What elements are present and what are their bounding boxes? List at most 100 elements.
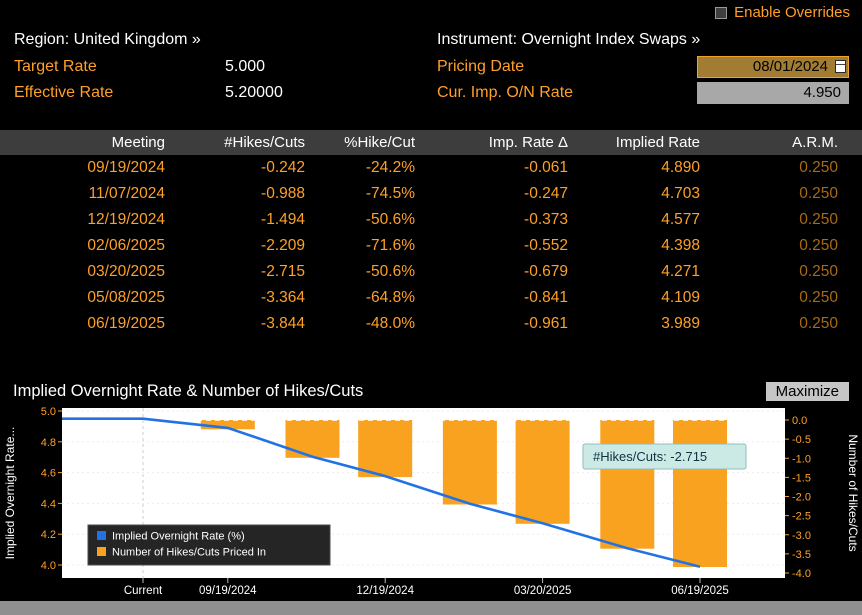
table-cell-pct-hike-cut: -74.5%	[365, 185, 415, 202]
table-row[interactable]: 02/06/2025 -2.209 -71.6% -0.552 4.398 0.250	[0, 233, 862, 259]
region-selector[interactable]: Region: United Kingdom »	[14, 31, 201, 49]
meetings-table: Meeting #Hikes/Cuts %Hike/Cut Imp. Rate …	[0, 130, 862, 337]
effective-rate-label: Effective Rate	[14, 84, 114, 101]
table-cell-pct-hike-cut: -50.6%	[365, 211, 415, 228]
table-row[interactable]: 09/19/2024 -0.242 -24.2% -0.061 4.890 0.250	[0, 155, 862, 181]
hikes-cuts-bar	[515, 420, 570, 524]
table-cell-arm: 0.250	[799, 315, 838, 332]
table-cell-imp-rate-delta: -0.373	[524, 211, 568, 228]
rates-chart: 5.0 4.8 4.6 4.4 4.2 4.0 0.0 -0.5 -1.0 -1.5 -2.0 -2.…	[3, 406, 860, 597]
table-cell-pct-hike-cut: -48.0%	[365, 315, 415, 332]
table-row[interactable]: 11/07/2024 -0.988 -74.5% -0.247 4.703 0.250	[0, 181, 862, 207]
table-cell-hikes-cuts: -1.494	[261, 211, 305, 228]
left-axis-title: Implied Overnight Rate...	[3, 427, 17, 560]
table-cell-pct-hike-cut: -50.6%	[365, 263, 415, 280]
right-tick-label: -1.0	[792, 453, 811, 465]
table-cell-meeting: 02/06/2025	[87, 237, 165, 254]
rates-table-body: 09/19/2024 -0.242 -24.2% -0.061 4.890 0.250 11…	[0, 155, 862, 337]
table-cell-hikes-cuts: -3.844	[261, 315, 305, 332]
hikes-cuts-bar	[285, 420, 340, 458]
table-row[interactable]: 12/19/2024 -1.494 -50.6% -0.373 4.577 0.250	[0, 207, 862, 233]
legend-bar-label: Number of Hikes/Cuts Priced In	[112, 547, 266, 559]
left-tick-label: 4.6	[41, 468, 56, 480]
chart-tooltip: #Hikes/Cuts: -2.715	[582, 443, 747, 470]
table-row[interactable]: 05/08/2025 -3.364 -64.8% -0.841 4.109 0.250	[0, 285, 862, 311]
calendar-icon[interactable]	[835, 60, 846, 73]
table-cell-imp-rate-delta: -0.679	[524, 263, 568, 280]
pricing-date-input[interactable]: 08/01/2024	[697, 56, 849, 78]
table-header-row: Meeting #Hikes/Cuts %Hike/Cut Imp. Rate …	[0, 130, 862, 155]
table-cell-implied-rate: 4.109	[661, 289, 700, 306]
right-axis-title: Number of Hikes/Cuts	[846, 434, 860, 551]
chart-legend: Implied Overnight Rate (%) Number of Hike…	[87, 524, 331, 566]
left-tick-label: 4.2	[41, 529, 56, 541]
left-tick-label: 5.0	[41, 406, 56, 418]
instrument-selector[interactable]: Instrument: Overnight Index Swaps »	[437, 31, 700, 49]
table-cell-hikes-cuts: -0.988	[261, 185, 305, 202]
target-rate-value: 5.000	[225, 58, 266, 75]
pricing-date-label: Pricing Date	[437, 58, 525, 75]
right-tick-label: -0.5	[792, 434, 811, 446]
table-row[interactable]: 06/19/2025 -3.844 -48.0% -0.961 3.989 0.250	[0, 311, 862, 337]
hikes-cuts-bar	[200, 420, 255, 430]
table-cell-hikes-cuts: -0.242	[261, 159, 305, 176]
table-row[interactable]: 03/20/2025 -2.715 -50.6% -0.679 4.271 0.250	[0, 259, 862, 285]
region-value[interactable]: United Kingdom »	[73, 31, 201, 48]
x-tick-label: Current	[124, 585, 163, 597]
cur-implied-rate-value: 4.950	[803, 84, 841, 101]
header-hikes-cuts: #Hikes/Cuts	[224, 134, 305, 151]
table-cell-arm: 0.250	[799, 159, 838, 176]
table-cell-implied-rate: 3.989	[661, 315, 700, 332]
header-meeting: Meeting	[111, 134, 165, 151]
instrument-value[interactable]: Overnight Index Swaps »	[521, 31, 701, 48]
right-tick-label: 0.0	[792, 415, 807, 427]
pricing-date-value: 08/01/2024	[752, 58, 828, 75]
right-tick-label: -3.0	[792, 530, 811, 542]
right-tick-label: -2.5	[792, 511, 811, 523]
implied-rate-line	[62, 417, 701, 568]
chart-title: Implied Overnight Rate & Number of Hikes…	[13, 381, 364, 400]
header-imp-rate-delta: Imp. Rate Δ	[488, 134, 568, 151]
x-tick-label: 03/20/2025	[514, 585, 572, 597]
table-cell-implied-rate: 4.577	[661, 211, 700, 228]
x-tick-label: 09/19/2024	[199, 585, 257, 597]
enable-overrides-checkbox[interactable]	[715, 6, 728, 19]
enable-overrides-label: Enable Overrides	[734, 4, 850, 21]
table-cell-implied-rate: 4.890	[661, 159, 700, 176]
maximize-button[interactable]: Maximize	[765, 381, 849, 401]
table-cell-hikes-cuts: -2.209	[261, 237, 305, 254]
hikes-cuts-bar	[358, 420, 413, 478]
table-cell-meeting: 06/19/2025	[87, 315, 165, 332]
table-cell-imp-rate-delta: -0.247	[524, 185, 568, 202]
table-cell-arm: 0.250	[799, 237, 838, 254]
table-cell-arm: 0.250	[799, 263, 838, 280]
cur-implied-rate-label: Cur. Imp. O/N Rate	[437, 84, 574, 101]
bottom-scrollbar[interactable]	[0, 601, 862, 615]
table-cell-arm: 0.250	[799, 185, 838, 202]
table-cell-implied-rate: 4.398	[661, 237, 700, 254]
table-cell-imp-rate-delta: -0.552	[524, 237, 568, 254]
table-cell-meeting: 05/08/2025	[87, 289, 165, 306]
table-cell-arm: 0.250	[799, 211, 838, 228]
table-cell-pct-hike-cut: -64.8%	[365, 289, 415, 306]
instrument-label: Instrument:	[437, 31, 518, 48]
legend-line-label: Implied Overnight Rate (%)	[112, 531, 245, 543]
table-cell-imp-rate-delta: -0.841	[524, 289, 568, 306]
enable-overrides-toggle[interactable]: Enable Overrides	[715, 4, 850, 21]
header-pct-hike-cut: %Hike/Cut	[344, 134, 415, 151]
table-cell-imp-rate-delta: -0.961	[524, 315, 568, 332]
table-cell-implied-rate: 4.703	[661, 185, 700, 202]
x-tick-label: 12/19/2024	[356, 585, 414, 597]
cur-implied-rate-field[interactable]: 4.950	[697, 82, 849, 104]
table-cell-imp-rate-delta: -0.061	[524, 159, 568, 176]
right-tick-label: -1.5	[792, 472, 811, 484]
table-cell-meeting: 09/19/2024	[87, 159, 165, 176]
right-tick-label: -2.0	[792, 492, 811, 504]
left-tick-label: 4.0	[41, 560, 56, 572]
hikes-cuts-bar	[600, 420, 655, 549]
table-cell-arm: 0.250	[799, 289, 838, 306]
effective-rate-value: 5.20000	[225, 84, 283, 101]
chart-titlebar: Implied Overnight Rate & Number of Hikes…	[0, 378, 862, 404]
right-tick-label: -3.5	[792, 549, 811, 561]
left-tick-label: 4.4	[41, 498, 56, 510]
